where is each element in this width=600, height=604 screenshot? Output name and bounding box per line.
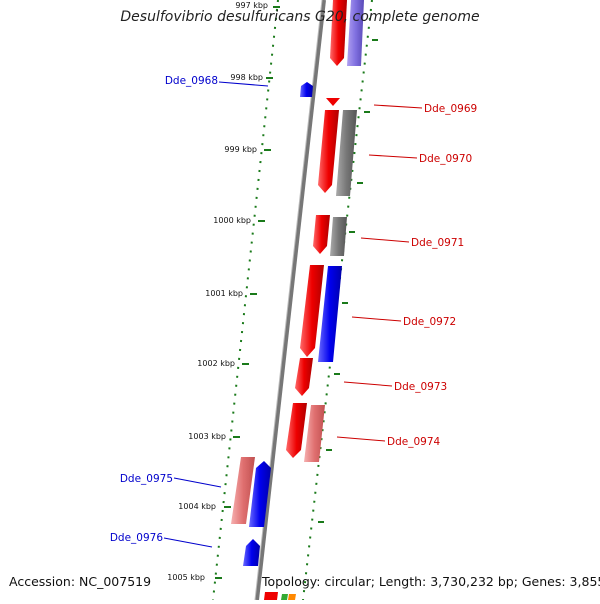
gene-label-dde-0972[interactable]: Dde_0972 [403, 316, 456, 328]
gene-arrow-gray[interactable] [336, 110, 357, 196]
scale-tick: 1004 kbp [178, 502, 231, 511]
gene-arrow-pink[interactable] [304, 405, 325, 462]
gene-arrow-red[interactable] [313, 215, 330, 254]
gene-arrow-pink[interactable] [231, 457, 255, 524]
gene-arrow-blue[interactable] [243, 539, 260, 566]
outer-track-dashes [318, 39, 378, 523]
gene-label-dde-0973[interactable]: Dde_0973 [394, 381, 447, 393]
leader-line [163, 537, 213, 548]
scale-tick: 1001 kbp [205, 289, 257, 298]
gene-label-dde-0974[interactable]: Dde_0974 [387, 436, 441, 448]
gene-arrow-gray[interactable] [330, 217, 347, 256]
map-title: Desulfovibrio desulfuricans G20, complet… [120, 9, 480, 25]
leader-line [373, 104, 423, 109]
gene-arrow-red[interactable] [318, 110, 339, 193]
scale-tick: 997 kbp [235, 1, 280, 10]
gene-arrow-blue[interactable] [300, 82, 313, 97]
gene-label-dde-0970[interactable]: Dde_0970 [419, 153, 472, 165]
gene-labels: Dde_0968 Dde_0969 Dde_0970 Dde_0971 Dde_… [110, 75, 477, 544]
gene-arrow-red[interactable] [286, 403, 307, 458]
gene-arrow-blue[interactable] [318, 266, 342, 362]
scale-tick-label: 1001 kbp [205, 289, 243, 298]
accession-text: Accession: NC_007519 [9, 574, 152, 589]
gene-arrow-green[interactable] [281, 594, 288, 600]
scale-tick-label: 1003 kbp [188, 432, 226, 441]
gene-arrow-blue[interactable] [249, 461, 271, 527]
leader-line [218, 81, 269, 87]
leader-line [173, 477, 222, 488]
scale-tick: 1005 kbp [167, 573, 222, 582]
scale-ticks: 997 kbp 998 kbp 999 kbp 1000 kbp 1001 kb… [167, 1, 280, 582]
leader-line [343, 381, 393, 387]
leader-line [351, 316, 402, 322]
gene-arrow-red[interactable] [300, 265, 324, 357]
scale-tick-label: 1000 kbp [213, 216, 251, 225]
gene-label-dde-0976[interactable]: Dde_0976 [110, 532, 164, 544]
leader-line [368, 154, 418, 159]
scale-tick: 999 kbp [224, 145, 271, 154]
scale-tick-label: 997 kbp [235, 1, 268, 10]
outer-tick-track [302, 0, 373, 601]
gene-arrow-red[interactable] [264, 592, 278, 600]
scale-tick-label: 999 kbp [224, 145, 257, 154]
genome-backbone [255, 0, 326, 601]
gene-arrow-orange[interactable] [288, 594, 296, 600]
gene-arrow-red[interactable] [295, 358, 313, 396]
scale-tick-label: 1002 kbp [197, 359, 235, 368]
leader-line [336, 436, 386, 442]
gene-arrow-red[interactable] [326, 98, 340, 106]
gene-label-dde-0975[interactable]: Dde_0975 [120, 473, 173, 485]
inner-tick-track [212, 0, 279, 601]
gene-label-dde-0971[interactable]: Dde_0971 [411, 237, 464, 249]
gene-arrow-lavender[interactable] [347, 0, 364, 66]
scale-tick-label: 998 kbp [230, 73, 263, 82]
scale-tick: 1003 kbp [188, 432, 240, 441]
scale-tick-label: 1005 kbp [167, 573, 205, 582]
scale-tick: 1002 kbp [197, 359, 249, 368]
gene-features [231, 0, 364, 600]
gene-label-dde-0968[interactable]: Dde_0968 [165, 75, 218, 87]
scale-tick-label: 1004 kbp [178, 502, 216, 511]
scale-tick: 998 kbp [230, 73, 273, 82]
scale-tick: 1000 kbp [213, 216, 265, 225]
gene-arrow-red[interactable] [330, 0, 347, 66]
leader-line [360, 237, 410, 243]
gene-label-dde-0969[interactable]: Dde_0969 [424, 103, 477, 115]
genome-summary-text: Topology: circular; Length: 3,730,232 bp… [262, 574, 600, 589]
gene-leaders [163, 81, 423, 548]
